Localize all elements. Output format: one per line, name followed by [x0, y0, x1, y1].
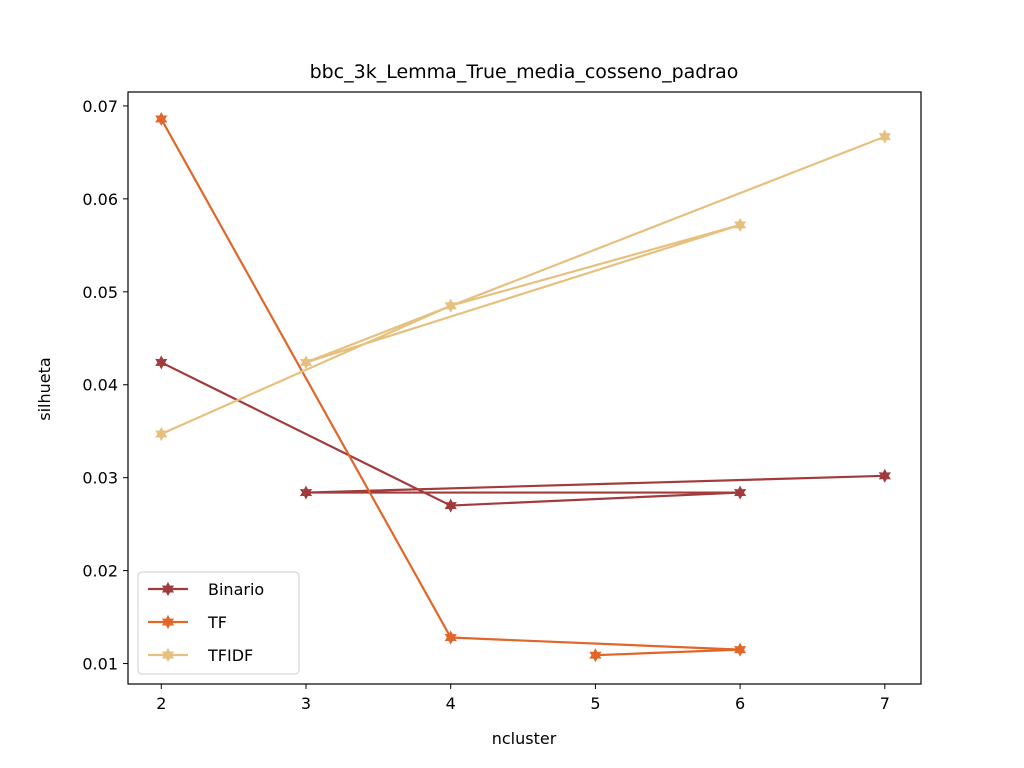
y-tick-label: 0.02	[82, 562, 118, 581]
legend-label-tf: TF	[207, 613, 227, 632]
data-point-tf	[444, 630, 457, 645]
legend: Binario TF TFIDF	[137, 571, 300, 675]
data-point-tfidf	[733, 217, 747, 232]
y-tick-label: 0.07	[82, 97, 118, 116]
x-axis-label: ncluster	[492, 729, 557, 748]
data-point-binario	[155, 355, 168, 370]
x-tick-label: 6	[735, 694, 745, 713]
data-point-tf	[589, 648, 602, 663]
legend-item-tfidf: TFIDF	[148, 646, 253, 665]
x-tick-label: 7	[880, 694, 890, 713]
series-tfidf	[155, 129, 891, 442]
y-tick-label: 0.05	[82, 283, 118, 302]
legend-box	[137, 571, 300, 675]
data-point-binario	[444, 498, 457, 513]
legend-item-binario: Binario	[148, 580, 264, 599]
y-tick-label: 0.04	[82, 376, 118, 395]
y-tick-label: 0.03	[82, 469, 118, 488]
data-point-tfidf	[878, 129, 891, 144]
series-binario	[155, 355, 891, 513]
data-point-tfidf	[299, 355, 313, 370]
legend-marker-binario	[161, 581, 175, 597]
legend-marker-tfidf	[161, 647, 175, 663]
data-point-binario	[299, 485, 313, 500]
x-tick-label: 5	[590, 694, 600, 713]
y-tick-label: 0.06	[82, 190, 118, 209]
legend-label-binario: Binario	[208, 580, 264, 599]
x-tick-label: 3	[301, 694, 311, 713]
x-tick-label: 2	[156, 694, 166, 713]
data-point-binario	[733, 485, 747, 500]
chart-title: bbc_3k_Lemma_True_media_cosseno_padrao	[310, 61, 739, 83]
y-axis: 0.01 0.02 0.03 0.04 0.05 0.06 0.07	[82, 97, 128, 674]
x-axis: 2 3 4 5 6 7	[156, 684, 890, 713]
series-line-tf	[160, 118, 742, 657]
legend-marker-tf	[161, 614, 175, 630]
series-tf	[155, 111, 747, 663]
y-axis-label: silhueta	[35, 357, 54, 420]
y-tick-label: 0.01	[82, 655, 118, 674]
data-point-tf	[155, 111, 168, 127]
data-point-tfidf	[444, 298, 457, 313]
legend-label-tfidf: TFIDF	[207, 646, 253, 665]
legend-item-tf: TF	[148, 613, 227, 632]
data-point-tfidf	[155, 426, 168, 442]
x-tick-label: 4	[446, 694, 456, 713]
data-point-binario	[878, 468, 891, 483]
series-layer	[155, 111, 891, 663]
data-point-tf	[733, 642, 747, 657]
